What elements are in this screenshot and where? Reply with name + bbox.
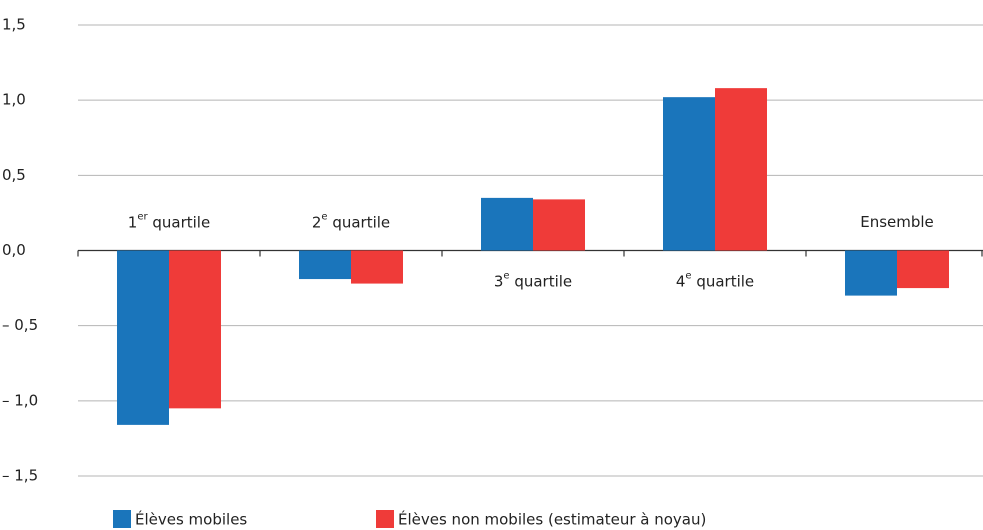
y-tick-label: 0,0 <box>2 241 26 259</box>
bar <box>715 88 767 251</box>
legend-swatch <box>376 510 394 528</box>
legend-label: Élèves mobiles <box>135 510 247 529</box>
category-label: Ensemble <box>860 213 934 231</box>
bar <box>663 97 715 251</box>
legend-label: Élèves non mobiles (estimateur à noyau) <box>398 510 706 529</box>
legend-swatch <box>113 510 131 528</box>
bar <box>299 250 351 280</box>
bar <box>117 250 169 425</box>
category-label: 3e quartile <box>494 271 572 291</box>
category-label: 1er quartile <box>128 212 210 232</box>
y-tick-label: – 1,0 <box>2 391 38 409</box>
bar <box>481 197 533 251</box>
bar <box>169 250 221 409</box>
bar <box>897 250 949 289</box>
y-tick-label: – 0,5 <box>2 316 38 334</box>
category-label: 4e quartile <box>676 271 754 291</box>
y-tick-label: 0,5 <box>2 166 26 184</box>
bar <box>351 250 403 284</box>
y-tick-label: 1,5 <box>2 16 26 34</box>
y-tick-label: 1,0 <box>2 91 26 109</box>
bar <box>533 199 585 251</box>
category-label: 2e quartile <box>312 212 390 232</box>
bar <box>845 250 897 296</box>
y-tick-label: – 1,5 <box>2 467 38 485</box>
